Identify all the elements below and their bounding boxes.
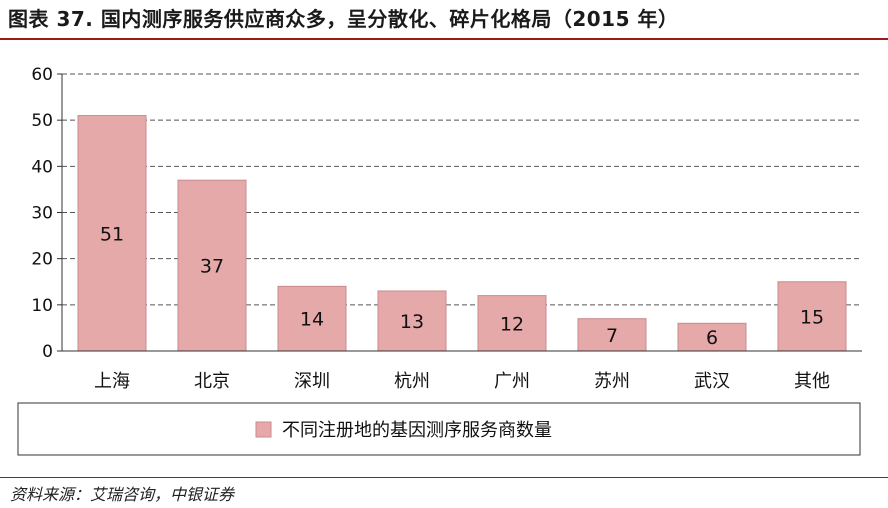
source-divider: [0, 477, 888, 478]
bar: [77, 115, 147, 352]
data-label: 37: [200, 256, 224, 278]
data-label: 14: [300, 309, 324, 331]
data-label: 6: [706, 327, 718, 349]
y-tick-label: 60: [31, 65, 53, 85]
data-label: 13: [400, 311, 424, 333]
x-tick-label: 武汉: [694, 371, 730, 392]
x-tick-label: 其他: [794, 371, 830, 392]
y-tick-label: 0: [42, 342, 53, 362]
y-tick-label: 40: [31, 157, 53, 177]
x-tick-label: 苏州: [594, 371, 630, 392]
y-tick-label: 30: [31, 204, 53, 224]
x-tick-label: 广州: [494, 371, 530, 392]
y-tick-label: 20: [31, 250, 53, 270]
data-label: 51: [100, 223, 124, 245]
bar: [577, 318, 647, 352]
gridlines: [62, 73, 862, 306]
legend-box: [17, 402, 861, 456]
x-tick-label: 北京: [194, 371, 230, 392]
bar: [777, 281, 847, 352]
source-note: 资料来源：艾瑞咨询，中银证券: [10, 485, 235, 504]
legend-label: 不同注册地的基因测序服务商数量: [282, 420, 552, 441]
x-tick-label: 上海: [94, 371, 130, 392]
x-tick-label: 杭州: [394, 371, 430, 392]
bar: [377, 290, 447, 352]
data-label: 7: [606, 325, 618, 347]
figure-title: 图表 37. 国内测序服务供应商众多，呈分散化、碎片化格局（2015 年）: [8, 7, 679, 31]
legend-swatch: [255, 421, 272, 438]
bar: [277, 285, 347, 352]
title-divider: [0, 38, 888, 40]
data-label: 12: [500, 313, 524, 335]
bar: [677, 322, 747, 352]
x-axis: 上海 北京 深圳 杭州 广州 苏州 武汉 其他: [62, 350, 862, 392]
bars: 51 37 14 13 12 7 6 15: [77, 115, 847, 352]
data-label: 15: [800, 306, 824, 328]
bar: [177, 179, 247, 352]
x-tick-label: 深圳: [294, 371, 330, 392]
y-axis: 0 10 20 30 40 50 60: [31, 65, 63, 362]
y-tick-label: 50: [31, 111, 53, 131]
bar: [477, 295, 547, 352]
y-tick-label: 10: [31, 296, 53, 316]
legend: 不同注册地的基因测序服务商数量: [17, 402, 861, 456]
